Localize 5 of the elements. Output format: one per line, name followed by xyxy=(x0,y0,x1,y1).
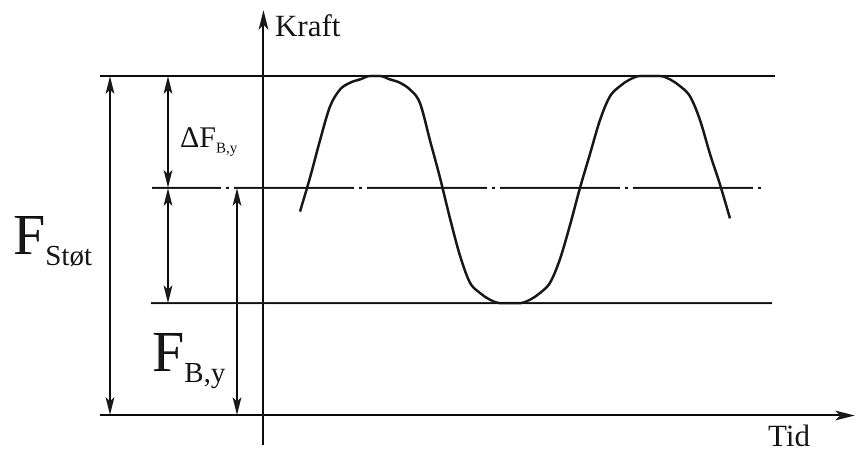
x-axis-title: Tid xyxy=(768,418,810,450)
text: F$_{B,y}$ xyxy=(152,319,226,390)
y-axis-title: Kraft xyxy=(275,8,340,42)
text: F$_{Støt}$ xyxy=(13,202,92,272)
text: ΔF$_{B,y}$ xyxy=(180,121,238,157)
